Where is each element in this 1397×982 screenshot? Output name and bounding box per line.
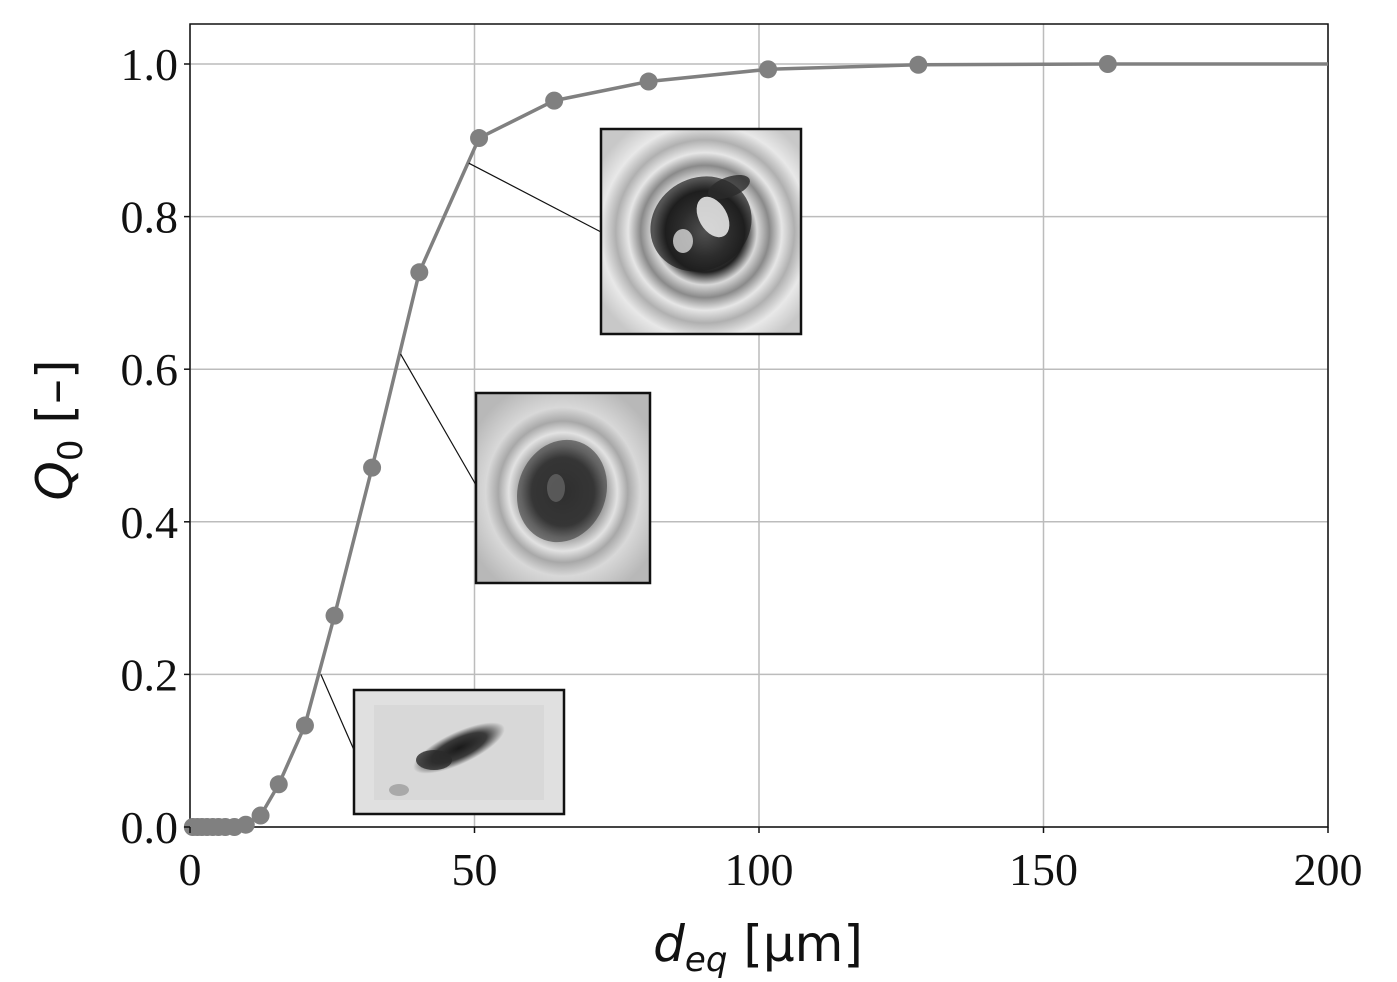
- x-axis-label-spacer: [727, 915, 743, 973]
- data-point: [363, 458, 382, 477]
- x-tick-label: 200: [1294, 844, 1363, 895]
- inset-pointer-line: [400, 353, 477, 486]
- x-tick-label: 150: [1009, 844, 1078, 895]
- y-axis-label-subscript: 0: [51, 439, 91, 461]
- data-point: [639, 72, 658, 91]
- x-axis-label-subscript: eq: [685, 940, 728, 980]
- y-tick-label: 1.0: [121, 39, 179, 90]
- x-tick-label: 50: [452, 844, 498, 895]
- data-point: [909, 55, 928, 74]
- y-tick-label: 0.4: [121, 497, 179, 548]
- data-point: [1098, 55, 1117, 73]
- y-tick-label: 0.6: [121, 344, 179, 395]
- particle-image-large: [468, 127, 803, 336]
- data-point: [759, 60, 778, 79]
- data-point: [295, 716, 314, 735]
- data-point: [545, 91, 564, 110]
- data-point: [236, 815, 255, 834]
- y-tick-label: 0.0: [121, 802, 179, 853]
- y-tick-labels: 0.0 0.2 0.4 0.6 0.8 1.0: [121, 39, 190, 853]
- y-axis-label-spacer: [26, 424, 84, 440]
- inset-frame: [474, 391, 652, 585]
- y-tick-label: 0.8: [121, 192, 179, 243]
- insets-layer: [320, 127, 803, 816]
- x-axis-label: deq [μm]: [653, 915, 863, 980]
- x-axis-label-unit: [μm]: [743, 915, 863, 973]
- x-axis-label-symbol: d: [653, 915, 685, 973]
- particle-image-medium: [400, 353, 652, 585]
- y-axis-label: Q0 [–]: [26, 360, 91, 501]
- x-tick-label: 0: [179, 844, 202, 895]
- particle-image-small: [320, 674, 566, 816]
- data-point: [470, 129, 489, 148]
- data-point: [410, 263, 429, 282]
- inset-pointer-line: [320, 674, 355, 751]
- data-point: [269, 775, 288, 794]
- y-axis-label-symbol: Q: [26, 461, 84, 500]
- data-point: [251, 806, 270, 825]
- inset-frame: [599, 127, 803, 336]
- y-axis-label-unit: [–]: [26, 360, 84, 424]
- inset-pointer-line: [468, 162, 602, 233]
- series-layer: [183, 55, 1328, 836]
- data-point: [325, 606, 344, 625]
- x-tick-labels: 0 50 100 150 200: [179, 827, 1363, 895]
- x-tick-label: 100: [725, 844, 794, 895]
- y-tick-label: 0.2: [121, 649, 179, 700]
- inset-frame: [352, 688, 566, 816]
